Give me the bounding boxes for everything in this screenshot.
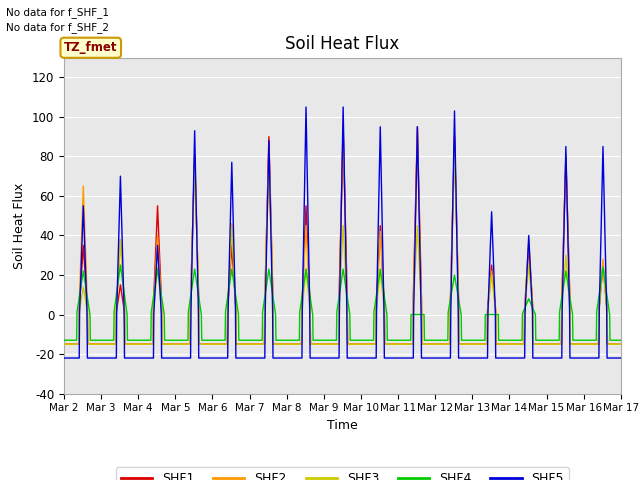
SHF4: [186, 299, 194, 305]
SHF3: [102, 341, 110, 347]
SHF4: [116, 262, 124, 268]
SHF5: [102, 355, 110, 361]
SHF4: [384, 337, 392, 343]
SHF5: [186, 355, 193, 361]
SHF1: [547, 341, 554, 347]
SHF2: [230, 266, 238, 272]
Line: SHF1: SHF1: [64, 127, 621, 344]
SHF3: [186, 341, 193, 347]
SHF2: [339, 134, 347, 140]
SHF3: [528, 295, 536, 301]
Y-axis label: Soil Heat Flux: Soil Heat Flux: [13, 182, 26, 269]
SHF3: [230, 268, 238, 274]
SHF2: [60, 341, 68, 347]
Text: No data for f_SHF_2: No data for f_SHF_2: [6, 22, 109, 33]
Title: Soil Heat Flux: Soil Heat Flux: [285, 35, 399, 53]
Text: TZ_fmet: TZ_fmet: [64, 41, 118, 54]
Line: SHF5: SHF5: [64, 107, 621, 358]
SHF2: [528, 287, 536, 292]
SHF5: [528, 295, 536, 300]
SHF5: [384, 355, 392, 361]
SHF5: [60, 355, 68, 361]
SHF2: [102, 341, 110, 347]
SHF1: [617, 341, 625, 347]
SHF3: [384, 341, 392, 347]
SHF5: [547, 355, 554, 361]
SHF4: [60, 337, 68, 343]
SHF3: [60, 341, 68, 347]
SHF4: [102, 337, 110, 343]
SHF4: [528, 303, 536, 309]
SHF1: [60, 341, 68, 347]
SHF1: [186, 341, 193, 347]
Text: No data for f_SHF_1: No data for f_SHF_1: [6, 7, 109, 18]
SHF3: [617, 341, 625, 347]
Line: SHF3: SHF3: [64, 148, 621, 344]
SHF1: [230, 277, 238, 283]
SHF5: [302, 104, 310, 110]
Legend: SHF1, SHF2, SHF3, SHF4, SHF5: SHF1, SHF2, SHF3, SHF4, SHF5: [116, 467, 569, 480]
SHF3: [547, 341, 554, 347]
SHF1: [384, 341, 392, 347]
SHF3: [451, 145, 458, 151]
SHF1: [102, 341, 110, 347]
SHF4: [547, 337, 554, 343]
SHF4: [617, 337, 625, 343]
SHF1: [339, 124, 347, 130]
SHF4: [230, 284, 238, 289]
Line: SHF2: SHF2: [64, 137, 621, 344]
SHF2: [547, 341, 554, 347]
SHF5: [230, 249, 238, 255]
SHF5: [617, 355, 625, 361]
SHF1: [528, 288, 536, 294]
Line: SHF4: SHF4: [64, 265, 621, 340]
X-axis label: Time: Time: [327, 419, 358, 432]
SHF2: [186, 341, 193, 347]
SHF2: [617, 341, 625, 347]
SHF2: [384, 341, 392, 347]
